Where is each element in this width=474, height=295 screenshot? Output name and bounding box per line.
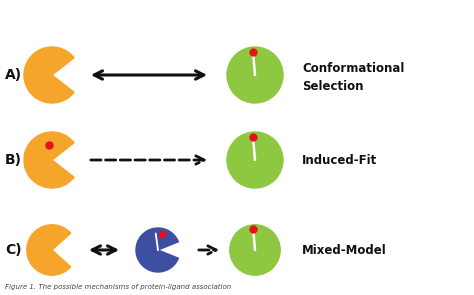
Text: Induced-Fit: Induced-Fit: [302, 153, 377, 166]
Text: C): C): [5, 243, 22, 257]
Text: B): B): [5, 153, 22, 167]
Text: A): A): [5, 68, 22, 82]
Circle shape: [227, 47, 283, 103]
Text: Selection: Selection: [302, 81, 364, 94]
Text: Conformational: Conformational: [302, 61, 404, 75]
Circle shape: [227, 132, 283, 188]
Wedge shape: [24, 132, 74, 188]
Wedge shape: [24, 47, 74, 103]
Circle shape: [230, 225, 280, 275]
Text: Figure 1. The possible mechanisms of protein-ligand association: Figure 1. The possible mechanisms of pro…: [5, 284, 231, 290]
Wedge shape: [136, 228, 178, 272]
Wedge shape: [27, 225, 71, 275]
Text: Mixed-Model: Mixed-Model: [302, 243, 387, 256]
